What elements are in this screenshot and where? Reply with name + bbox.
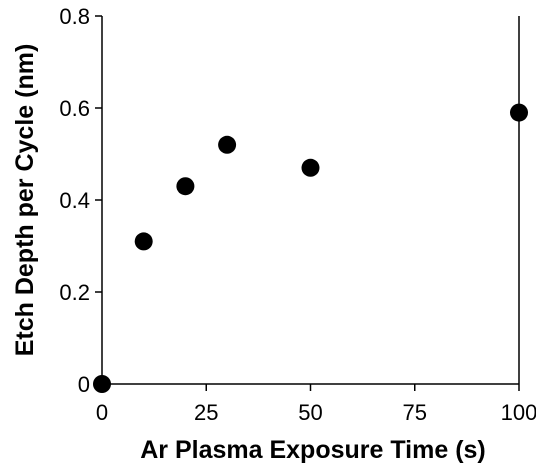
x-axis-title: Ar Plasma Exposure Time (s) [140,436,486,464]
plot-frame [101,16,520,385]
y-tick-label: 0.2 [59,280,90,305]
data-point [301,158,320,177]
x-axis-ticks: 0 25 50 75 100 [96,384,536,425]
y-tick-label: 0.6 [59,96,90,121]
y-tick-label: 0.8 [59,4,90,29]
x-tick-label: 100 [501,400,536,425]
y-tick-label: 0.4 [59,188,90,213]
x-tick-label: 25 [194,400,218,425]
x-tick-label: 50 [298,400,322,425]
data-point [176,177,195,196]
data-point [93,375,111,393]
x-tick-label: 0 [96,400,108,425]
y-axis-title: Etch Depth per Cycle (nm) [11,44,39,357]
data-point [218,135,237,154]
y-tick-label: 0 [78,372,90,397]
data-point [134,232,153,251]
y-axis-ticks: 0 0.2 0.4 0.6 0.8 [59,4,102,397]
data-points [93,103,528,393]
data-point [510,103,528,122]
x-tick-label: 75 [403,400,427,425]
